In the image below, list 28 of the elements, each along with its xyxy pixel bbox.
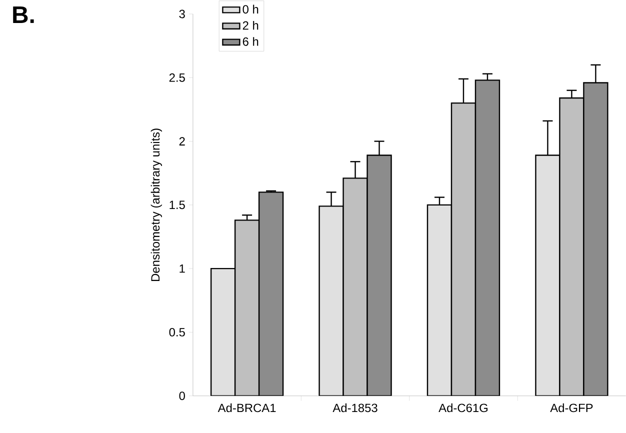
legend-label: 2 h <box>242 21 258 30</box>
bar <box>535 154 560 396</box>
legend-label: 6 h <box>242 37 258 46</box>
x-tick-label: Ad-C61G <box>438 403 488 412</box>
bar <box>258 192 284 396</box>
bar <box>426 204 452 396</box>
text: B. <box>13 6 34 24</box>
x-tick-label: Ad-BRCA1 <box>218 403 276 412</box>
y-tick-label: 0.5 <box>169 328 185 337</box>
bar <box>559 97 584 396</box>
y-tick-label: 0 <box>179 392 185 400</box>
y-tick-label: 2 <box>179 137 185 146</box>
bar <box>450 102 476 396</box>
bar <box>583 82 608 396</box>
bar <box>342 178 368 396</box>
y-tick-label: 3 <box>179 10 185 18</box>
bar <box>366 154 392 396</box>
x-tick-label: Ad-GFP <box>550 403 593 412</box>
legend-label: 0 h <box>242 4 258 14</box>
y-axis-title: Densitometry (arbitrary units) <box>150 128 162 282</box>
bar <box>474 80 500 396</box>
y-tick-label: 1.5 <box>170 200 185 210</box>
bar <box>318 206 344 396</box>
y-tick-label: 2.5 <box>169 73 185 82</box>
bar <box>234 220 260 396</box>
x-tick-label: Ad-1853 <box>332 403 378 412</box>
bar <box>210 268 236 396</box>
y-tick-label: 1 <box>180 264 185 273</box>
